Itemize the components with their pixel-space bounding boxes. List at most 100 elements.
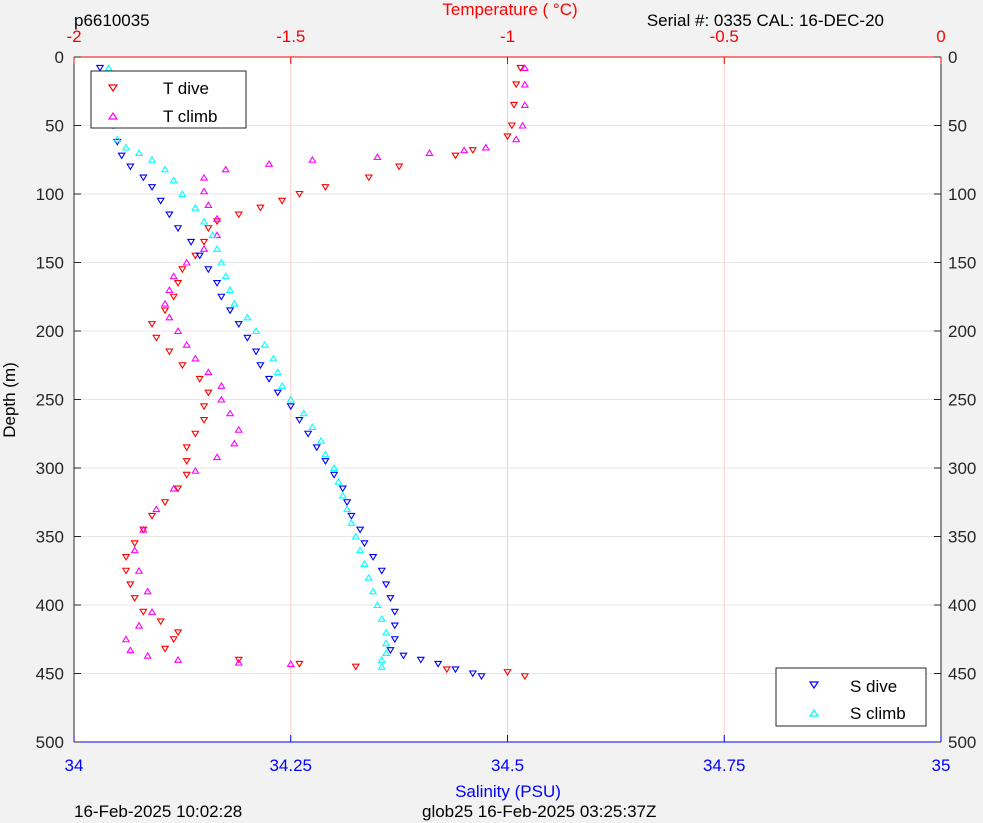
salinity-tick-label: 35: [932, 756, 951, 775]
s-dive-point: [173, 225, 183, 233]
t-dive-point: [234, 656, 243, 664]
depth-tick-label-left: 450: [36, 665, 64, 684]
s-climb-point: [121, 143, 131, 151]
t-climb-point: [520, 80, 530, 88]
t-climb-point: [520, 101, 530, 108]
t-dive-point: [182, 458, 191, 466]
salinity-tick-label: 34: [65, 756, 84, 775]
t-dive-point: [195, 375, 204, 383]
t-dive-point: [234, 211, 243, 219]
legend-s-climb-marker: [808, 708, 820, 717]
t-dive-point: [199, 238, 209, 246]
depth-tick-label-left: 250: [36, 391, 64, 410]
s-dive-point: [234, 321, 243, 329]
s-dive-point: [477, 673, 486, 681]
depth-tick-label-right: 150: [948, 254, 976, 273]
t-climb-point: [212, 214, 222, 222]
s-climb-point: [377, 655, 386, 663]
t-climb-point: [147, 607, 157, 615]
t-climb-point: [264, 159, 274, 167]
s-dive-point: [295, 417, 304, 424]
t-dive-point: [364, 174, 373, 182]
legend-s-dive-label: S dive: [850, 677, 897, 696]
legend-temperature: T dive T climb: [90, 70, 247, 129]
temperature-tick-label: 0: [936, 27, 945, 46]
t-climb-point: [143, 651, 152, 659]
s-climb-point: [169, 176, 178, 184]
t-dive-point: [191, 430, 200, 438]
t-dive-point: [152, 334, 161, 342]
temperature-tick-label: -1: [500, 27, 515, 46]
s-dive-point: [360, 540, 369, 548]
t-climb-point: [182, 340, 191, 348]
s-dive-point: [204, 266, 213, 274]
t-climb-point: [221, 165, 230, 173]
t-dive-point: [182, 444, 191, 452]
t-dive-point: [121, 554, 131, 561]
t-climb-point: [152, 505, 161, 513]
s-dive-point: [225, 307, 235, 315]
t-climb-point: [308, 155, 317, 163]
s-climb-point: [269, 354, 278, 362]
t-dive-point: [451, 152, 460, 160]
temperature-axis-title: Temperature ( °C): [442, 0, 577, 19]
t-dive-point: [256, 204, 265, 212]
t-climb-point: [130, 546, 139, 554]
s-dive-point: [286, 403, 295, 411]
s-climb-point: [286, 395, 295, 403]
s-climb-point: [377, 662, 386, 670]
t-climb-point: [520, 64, 530, 72]
s-dive-point: [195, 252, 204, 260]
depth-tick-label-right: 300: [948, 459, 976, 478]
t-climb-point: [217, 395, 226, 403]
legend-salinity: S dive S climb: [775, 667, 927, 727]
s-climb-point: [342, 505, 352, 513]
depth-tick-label-right: 400: [948, 596, 976, 615]
legend-s-climb-label: S climb: [850, 704, 906, 723]
t-dive-point: [351, 663, 360, 671]
t-climb-point: [373, 153, 382, 161]
t-dive-point: [147, 321, 157, 329]
t-climb-point: [139, 525, 148, 533]
depth-tick-label-right: 0: [948, 48, 957, 67]
t-dive-point: [156, 618, 165, 626]
t-climb-point: [182, 258, 191, 266]
t-climb-point: [459, 146, 469, 154]
t-dive-point: [204, 225, 213, 233]
t-climb-point: [169, 484, 178, 492]
depth-tick-label-left: 200: [36, 322, 64, 341]
t-dive-point: [121, 567, 131, 575]
t-dive-point: [173, 629, 183, 637]
s-dive-point: [390, 622, 399, 630]
s-dive-point: [416, 656, 425, 664]
t-climb-point: [165, 313, 174, 321]
header-right-label: Serial #: 0335 CAL: 16-DEC-20: [647, 11, 884, 30]
t-dive-point: [173, 485, 183, 493]
s-dive-point: [451, 666, 460, 674]
t-dive-point: [277, 197, 287, 205]
s-climb-point: [368, 587, 378, 595]
s-climb-point: [338, 491, 347, 499]
legend-t-climb-label: T climb: [163, 107, 217, 126]
s-dive-point: [273, 389, 282, 397]
legend-t-climb-marker: [107, 111, 119, 120]
t-climb-point: [199, 187, 209, 195]
t-dive-point: [160, 645, 170, 653]
s-dive-point: [251, 348, 261, 356]
t-dive-point: [178, 266, 187, 274]
s-dive-point: [377, 567, 386, 575]
t-climb-point: [204, 368, 213, 376]
s-climb-point: [260, 340, 269, 348]
data-marks: [95, 64, 530, 681]
s-climb-point: [360, 560, 369, 567]
header-left-label: p6610035: [74, 11, 150, 30]
s-dive-point: [264, 375, 274, 383]
depth-tick-label-right: 500: [948, 733, 976, 752]
salinity-tick-label: 34.5: [491, 756, 524, 775]
s-dive-point: [186, 238, 196, 246]
s-climb-point: [243, 313, 252, 321]
s-climb-point: [217, 258, 226, 266]
depth-tick-label-left: 350: [36, 528, 64, 547]
t-climb-point: [173, 327, 183, 335]
t-climb-point: [160, 299, 170, 307]
